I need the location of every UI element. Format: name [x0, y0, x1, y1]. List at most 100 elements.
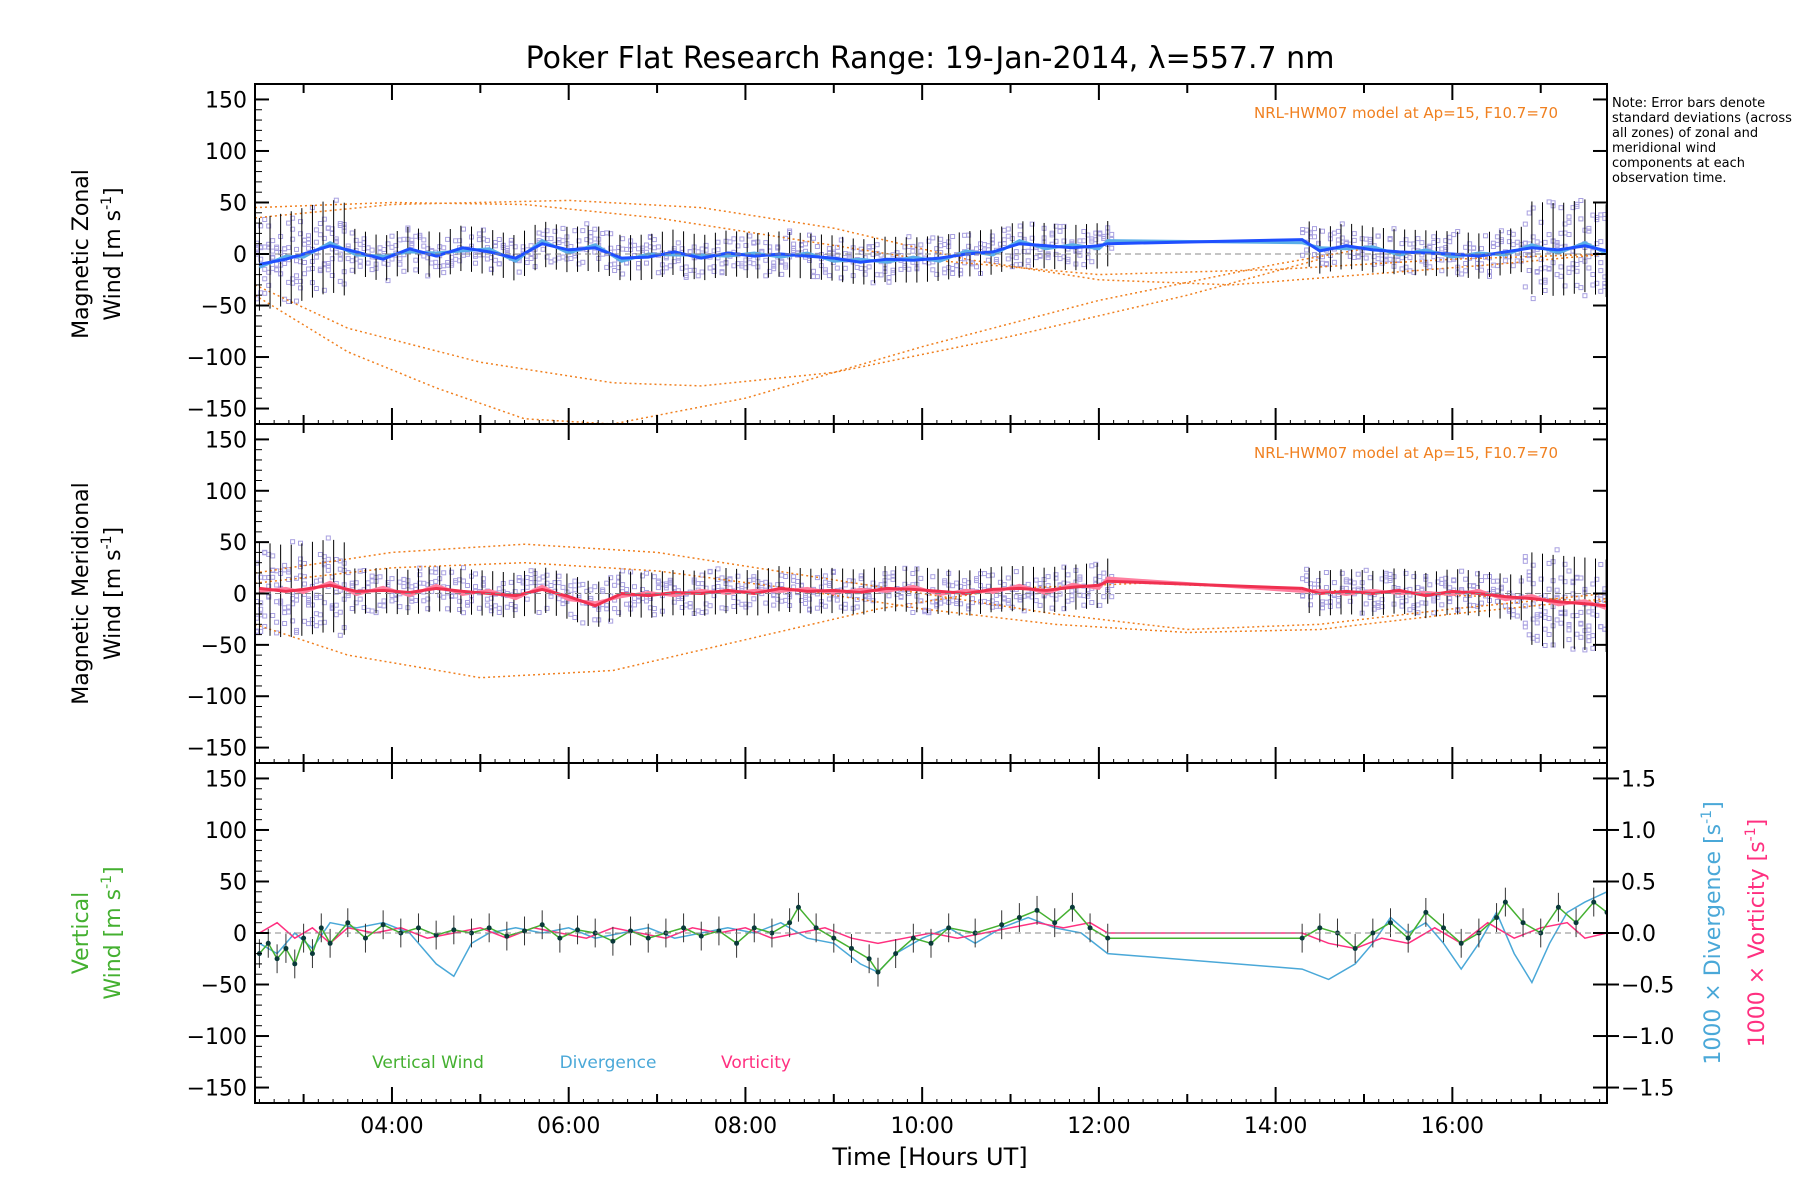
scatter-point	[385, 261, 391, 267]
scatter-point	[771, 602, 777, 608]
scatter-point	[1312, 234, 1317, 240]
scatter-point	[317, 594, 323, 600]
scatter-point	[480, 582, 486, 588]
scatter-point	[349, 606, 355, 611]
scatter-point	[1590, 581, 1596, 587]
scatter-point	[321, 287, 327, 293]
scatter-point	[1057, 224, 1063, 230]
scatter-point	[1542, 609, 1548, 615]
scatter-point	[771, 266, 777, 272]
scatter-point	[814, 605, 820, 611]
scatter-point	[1526, 632, 1532, 638]
scatter-point	[337, 256, 343, 262]
scatter-point	[286, 567, 292, 573]
scatter-point	[1093, 576, 1099, 582]
scatter-point	[771, 593, 777, 599]
scatter-point	[807, 607, 812, 613]
scatter-point	[970, 260, 975, 266]
vertical-wind-point	[345, 920, 351, 926]
scatter-point	[528, 580, 534, 586]
scatter-point	[560, 238, 566, 244]
scatter-point	[1057, 228, 1063, 234]
scatter-point	[1300, 252, 1306, 258]
scatter-point	[902, 565, 908, 571]
scatter-point	[930, 574, 936, 580]
scatter-point	[938, 250, 944, 256]
scatter-point	[838, 237, 844, 243]
scatter-point	[1411, 241, 1417, 247]
scatter-point	[381, 603, 387, 609]
scatter-point	[556, 573, 562, 579]
scatter-point	[671, 599, 677, 605]
scatter-point	[942, 270, 948, 276]
scatter-point	[1598, 288, 1604, 294]
scatter-point	[1498, 239, 1504, 245]
scatter-point	[1439, 602, 1445, 608]
scatter-point	[556, 240, 562, 245]
scatter-point	[1017, 597, 1023, 603]
scatter-point	[906, 603, 912, 608]
scatter-point	[1025, 258, 1031, 264]
legend-entry: Vertical Wind	[372, 1053, 484, 1073]
vertical-wind-point	[522, 928, 528, 934]
scatter-point	[1415, 610, 1421, 616]
scatter-point	[282, 562, 288, 568]
scatter-point	[337, 609, 343, 615]
scatter-point	[958, 271, 964, 277]
scatter-point	[1558, 273, 1564, 279]
scatter-point	[282, 610, 288, 616]
vertical-wind-point	[539, 922, 545, 928]
scatter-point	[588, 230, 594, 235]
y-tick-label: 0	[233, 922, 247, 947]
scatter-point	[751, 596, 757, 602]
scatter-point	[457, 607, 463, 612]
scatter-point	[576, 238, 582, 244]
scatter-point	[480, 252, 486, 258]
scatter-point	[580, 581, 586, 587]
scatter-point	[1061, 238, 1067, 244]
scatter-point	[325, 564, 331, 569]
scatter-point	[302, 618, 307, 624]
scatter-point	[270, 238, 276, 244]
scatter-point	[679, 596, 685, 602]
scatter-point	[1101, 233, 1107, 239]
scatter-point	[413, 267, 419, 273]
scatter-point	[421, 237, 427, 243]
scatter-point	[1483, 233, 1488, 239]
scatter-point	[719, 261, 725, 267]
scatter-point	[425, 273, 431, 279]
scatter-point	[711, 269, 717, 274]
scatter-point	[886, 574, 892, 580]
scatter-point	[739, 601, 745, 607]
scatter-point	[954, 263, 960, 269]
scatter-point	[1399, 603, 1405, 609]
scatter-point	[735, 583, 741, 589]
scatter-point	[1494, 588, 1500, 594]
scatter-point	[1578, 216, 1584, 222]
scatter-point	[1013, 255, 1019, 261]
scatter-point	[441, 245, 447, 251]
scatter-point	[496, 586, 502, 592]
scatter-point	[1435, 238, 1441, 244]
scatter-point	[389, 576, 395, 582]
scatter-point	[1363, 601, 1369, 607]
scatter-point	[1546, 632, 1552, 637]
scatter-point	[1594, 576, 1600, 582]
vertical-wind-point	[292, 961, 298, 967]
scatter-point	[337, 632, 343, 638]
scatter-point	[317, 620, 323, 626]
scatter-point	[715, 566, 721, 572]
scatter-point	[294, 246, 299, 252]
scatter-point	[413, 598, 419, 603]
scatter-point	[353, 600, 359, 606]
scatter-point	[441, 270, 447, 276]
scatter-point	[1558, 620, 1564, 626]
vertical-wind-point	[274, 956, 280, 962]
scatter-point	[294, 273, 299, 279]
scatter-point	[1335, 603, 1341, 609]
scatter-point	[286, 279, 292, 285]
scatter-point	[1538, 603, 1544, 609]
scatter-point	[528, 568, 534, 574]
scatter-point	[1001, 227, 1007, 233]
